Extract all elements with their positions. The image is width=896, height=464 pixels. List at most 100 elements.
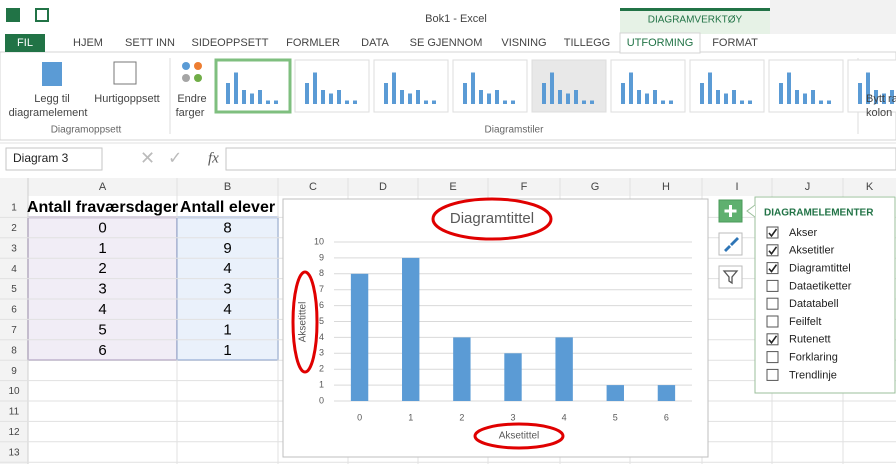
row-header[interactable]: 5 <box>11 284 17 295</box>
y-axis-title[interactable]: Aksetittel <box>298 302 309 343</box>
checkbox[interactable] <box>766 279 779 292</box>
row-header[interactable]: 4 <box>11 264 17 275</box>
data-cell[interactable]: 1 <box>98 240 106 257</box>
bar[interactable] <box>350 273 369 401</box>
add-element-icon[interactable] <box>42 62 62 86</box>
thumb-bar <box>740 100 744 104</box>
thumb-bar <box>353 100 357 104</box>
row-header[interactable]: 3 <box>11 243 17 254</box>
quick-layout-icon[interactable] <box>113 61 137 85</box>
panel-item[interactable]: Diagramtittel <box>789 263 851 275</box>
filter-button[interactable] <box>718 265 743 289</box>
col-header[interactable]: E <box>449 181 456 193</box>
ribbon-tab[interactable]: SIDEOPPSETT <box>191 37 268 49</box>
col-header[interactable]: J <box>805 181 811 193</box>
ribbon-tab[interactable]: VISNING <box>501 37 546 49</box>
row-header[interactable]: 1 <box>11 203 17 214</box>
ribbon-tab[interactable]: SETT INN <box>125 37 175 49</box>
chart-title[interactable]: Diagramtittel <box>450 210 534 227</box>
name-box-text: Diagram 3 <box>13 151 69 165</box>
ribbon-tab[interactable]: SE GJENNOM <box>410 37 483 49</box>
col-header[interactable]: A <box>99 181 107 193</box>
ribbon-tab[interactable]: TILLEGG <box>564 37 610 49</box>
ribbon-tab[interactable]: UTFORMING <box>627 37 694 49</box>
bar[interactable] <box>657 385 676 401</box>
x-tick-label: 3 <box>510 412 515 422</box>
checkbox[interactable] <box>766 262 779 275</box>
formula-input[interactable] <box>225 147 896 171</box>
thumb-bar <box>384 83 388 104</box>
data-cell[interactable]: 5 <box>98 321 106 338</box>
ribbon-label: Legg til <box>34 93 69 105</box>
data-cell[interactable]: 1 <box>223 321 231 338</box>
bar[interactable] <box>453 337 471 401</box>
thumb-bar <box>321 90 325 104</box>
row-header[interactable]: 10 <box>8 386 20 397</box>
data-cell[interactable]: 1 <box>223 342 231 359</box>
col-header[interactable]: B <box>224 181 231 193</box>
row-header[interactable]: 12 <box>8 427 20 438</box>
checkbox[interactable] <box>766 297 779 310</box>
data-cell[interactable]: 4 <box>98 301 106 318</box>
row-header[interactable]: 2 <box>11 223 17 234</box>
panel-item[interactable]: Feilfelt <box>789 316 821 328</box>
bar[interactable] <box>504 353 522 401</box>
fx-label: fx <box>208 150 219 166</box>
bar[interactable] <box>402 257 420 401</box>
ribbon-tab[interactable]: HJEM <box>73 37 103 49</box>
data-cell[interactable]: 9 <box>223 240 231 257</box>
name-box[interactable] <box>5 147 103 171</box>
x-axis-title[interactable]: Aksetittel <box>499 431 540 442</box>
row-header[interactable]: 9 <box>11 366 17 377</box>
col-header[interactable]: C <box>309 181 317 193</box>
checkbox[interactable] <box>766 315 779 328</box>
ribbon-label: Bytt ra <box>866 93 896 105</box>
ribbon-tab[interactable]: FORMAT <box>712 37 758 49</box>
ribbon-label: Diagramstiler <box>485 125 545 136</box>
checkbox[interactable] <box>766 333 779 346</box>
style-thumb[interactable] <box>847 59 896 113</box>
ribbon-tab[interactable]: FIL <box>17 37 33 49</box>
thumb-bar <box>858 83 862 104</box>
col-header[interactable]: I <box>735 181 738 193</box>
file-tab[interactable] <box>5 34 45 52</box>
row-header[interactable]: 6 <box>11 305 17 316</box>
thumb-bar <box>250 93 254 104</box>
bar[interactable] <box>606 385 624 401</box>
panel-item[interactable]: Datatabell <box>789 298 839 310</box>
panel-item[interactable]: Rutenett <box>789 334 831 346</box>
data-cell[interactable]: 6 <box>98 342 106 359</box>
data-cell[interactable]: 8 <box>223 219 231 236</box>
col-header[interactable]: K <box>866 181 874 193</box>
bar[interactable] <box>555 337 573 401</box>
save-icon[interactable] <box>35 8 49 22</box>
checkbox[interactable] <box>766 244 779 257</box>
col-header[interactable]: D <box>379 181 387 193</box>
ribbon-tab[interactable]: FORMLER <box>286 37 340 49</box>
row-header[interactable]: 11 <box>9 407 20 418</box>
checkbox[interactable] <box>766 351 779 364</box>
data-cell[interactable]: 3 <box>223 281 231 298</box>
data-cell[interactable]: 2 <box>98 260 106 277</box>
col-header[interactable]: F <box>521 181 528 193</box>
col-header[interactable]: G <box>591 181 600 193</box>
data-cell[interactable]: 4 <box>223 301 231 318</box>
data-cell[interactable]: 4 <box>223 260 231 277</box>
col-header[interactable]: H <box>662 181 670 193</box>
panel-item[interactable]: Trendlinje <box>789 369 837 381</box>
active-tab[interactable] <box>619 32 701 54</box>
row-header[interactable]: 7 <box>11 325 17 336</box>
thumb-bar <box>645 93 649 104</box>
panel-item[interactable]: Aksetitler <box>789 245 835 257</box>
data-cell[interactable]: 0 <box>98 219 106 236</box>
panel-item[interactable]: Dataetiketter <box>789 280 852 292</box>
panel-item[interactable]: Forklaring <box>789 352 838 364</box>
thumb-bar <box>732 90 736 104</box>
ribbon-tab[interactable]: DATA <box>361 37 389 49</box>
checkbox[interactable] <box>766 226 779 239</box>
row-header[interactable]: 13 <box>8 447 20 458</box>
row-header[interactable]: 8 <box>11 345 17 356</box>
panel-item[interactable]: Akser <box>789 227 817 239</box>
data-cell[interactable]: 3 <box>98 281 106 298</box>
checkbox[interactable] <box>766 368 779 381</box>
